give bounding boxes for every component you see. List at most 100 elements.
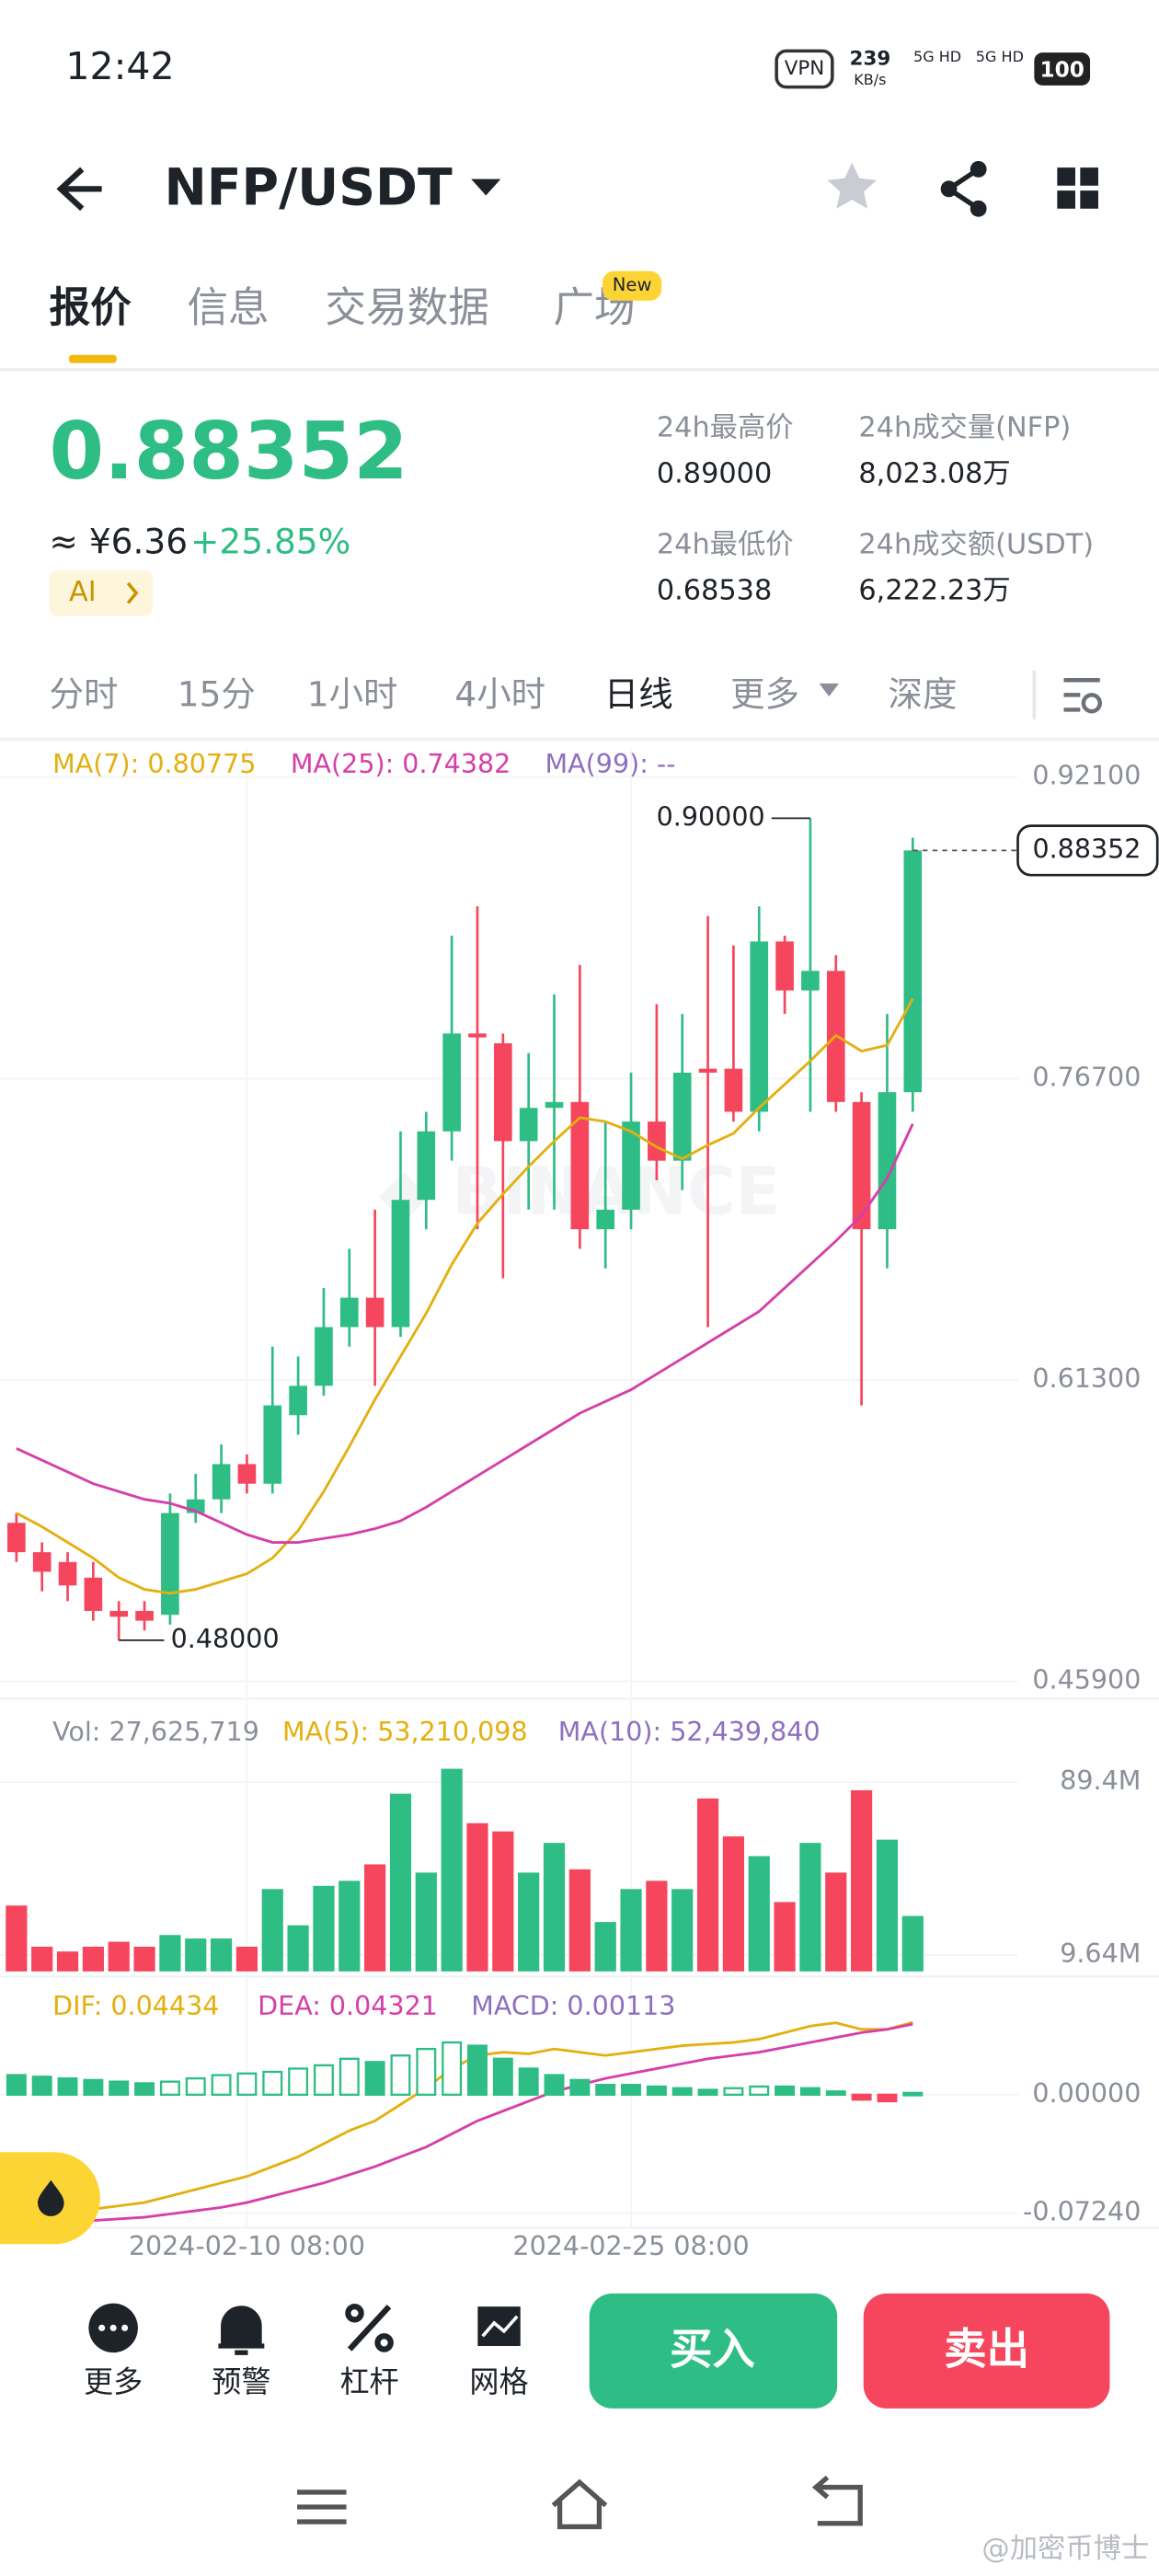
tab[interactable]: 报价 [50,283,132,331]
favorite-button[interactable] [827,162,878,209]
candle-body [84,1577,103,1611]
float-icon [38,2179,64,2216]
candle-body [545,1101,564,1109]
y-tick-label: 0.76700 [1032,1061,1141,1092]
volume-bar [159,1935,181,1972]
macd-bar [749,2085,770,2097]
macd-bar [877,2093,898,2103]
candle-body [417,1131,436,1201]
toolbar-label[interactable]: 预警 [212,2364,270,2399]
timeframe[interactable]: 分时 [50,674,119,715]
ai-text[interactable]: AI [69,576,97,608]
max-label: 0.90000 [657,800,765,832]
buy-button[interactable] [589,2293,838,2409]
tab[interactable]: 交易数据 [325,283,488,331]
toolbar-label[interactable]: 网格 [469,2364,528,2399]
candle-body [109,1610,129,1617]
volume-bar [646,1880,668,1972]
tab[interactable]: 信息 [187,283,269,331]
macd-bar [825,2090,846,2097]
volume-bar [339,1880,361,1972]
volume-bar [851,1789,873,1972]
stat-label: 24h最低价 [657,528,794,560]
tab-indicator [68,354,117,363]
candle-body [263,1405,282,1484]
candle-body [58,1561,77,1586]
candle-body [852,1101,871,1230]
volume-bar [722,1836,745,1972]
last-price-label: 0.88352 [1032,833,1141,864]
macd-bar [467,2044,488,2097]
volume-bar [108,1941,130,1972]
ai-badge[interactable] [49,569,153,616]
toolbar-label[interactable]: 杠杆 [339,2364,398,2399]
back-button[interactable] [56,167,102,212]
indicator-line [16,2020,913,2219]
volume-bar [518,1872,540,1972]
leverage-icon[interactable] [345,2304,394,2352]
timeframe[interactable]: 深度 [889,674,958,715]
ai-arrow [126,581,139,604]
volume-bar [415,1872,437,1972]
macd-bar [6,2074,27,2097]
stat-label: 24h成交量(NFP) [858,412,1071,444]
volume-bar [389,1793,412,1972]
pair-dropdown[interactable] [471,178,501,196]
timeframe[interactable]: 1小时 [307,674,398,715]
buy-text[interactable]: 买入 [670,2325,755,2375]
candle-body [801,971,820,991]
candle-body [391,1200,410,1328]
volume-bar [594,1922,616,1972]
nav-home[interactable] [551,2478,608,2530]
candle-body [672,1072,692,1161]
indicator-line [16,2022,913,2227]
macd-bar [364,2061,385,2097]
macd-bar [799,2087,820,2097]
timeframe[interactable]: 日线 [604,674,673,715]
candle-body [32,1552,52,1572]
clock: 12:42 [65,44,174,88]
sell-text[interactable]: 卖出 [944,2325,1029,2375]
timeframe[interactable]: 更多 [730,674,799,715]
y-tick-label: 0.61300 [1032,1363,1141,1394]
toolbar-label[interactable]: 更多 [84,2364,143,2399]
grid-icon[interactable] [477,2306,521,2346]
macd-bar [57,2076,78,2097]
y-tick-label: 0.92100 [1032,760,1141,791]
pair-title[interactable]: NFP/USDT [164,158,452,217]
candle-body [315,1327,333,1386]
volume-bar [210,1938,233,1972]
macd-bar [697,2088,718,2097]
legend-entry: MA(7): 0.80775 [52,748,256,779]
alert-icon[interactable] [218,2306,265,2355]
volume-bar [774,1902,796,1972]
watermark: @加密币博士 [981,2533,1149,2565]
nav-menu[interactable] [297,2490,347,2524]
more-dropdown[interactable] [819,683,839,697]
candle-body [622,1121,640,1210]
macd-bar [671,2087,693,2097]
chart-settings[interactable] [1063,678,1102,714]
volume-bar [133,1946,155,1972]
macd-bar [159,2080,180,2097]
timeframe[interactable]: 4小时 [454,674,545,715]
candle-body [468,1033,487,1038]
volume-bar [287,1925,309,1972]
timeframe[interactable]: 15分 [178,674,256,715]
nav-back[interactable] [811,2475,863,2526]
grid-button[interactable] [1057,167,1098,209]
candle-body [570,1101,590,1230]
legend-entry: MA(25): 0.74382 [291,748,511,779]
volume-bar [441,1768,463,1972]
y-tick-label: 0.00000 [1032,2077,1141,2109]
volume-bar [671,1889,694,1972]
y-tick-label: 9.64M [1060,1938,1141,1969]
candle-body [135,1610,154,1621]
sell-button[interactable] [863,2293,1110,2409]
share-button[interactable] [940,161,987,217]
battery-level: 100 [1040,57,1084,82]
volume-bar [696,1798,719,1972]
speed-unit: KB/s [854,71,886,88]
